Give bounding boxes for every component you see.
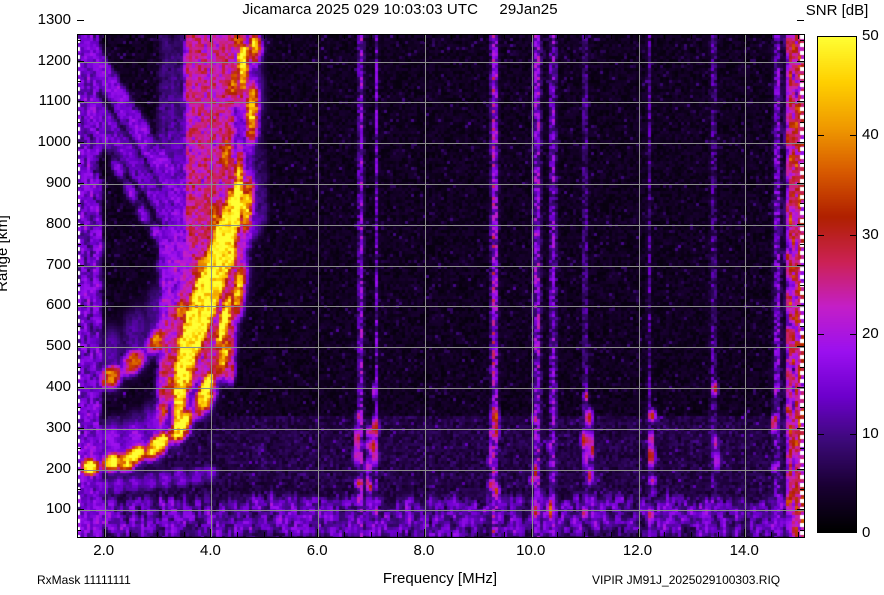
rxmask-label: RxMask 11111111 [37,573,131,587]
y-axis-tick-label: 500 [45,337,71,355]
colorbar-tick-label: 30 [862,225,879,243]
colorbar-tick-label: 10 [862,424,879,442]
ionogram-plot[interactable] [77,34,805,538]
colorbar-tick-mark [850,235,856,236]
x-axis-tick-label: 4.0 [200,542,221,559]
colorbar-tick-mark [850,334,856,335]
y-axis-tick-label: 200 [45,459,71,477]
y-axis-tick-label: 1200 [37,51,71,69]
y-axis-tick-label: 600 [45,296,71,314]
ionogram-heatmap-canvas [78,35,804,537]
x-axis-tick-label: 10.0 [516,542,546,559]
colorbar-tick-label: 40 [862,126,879,144]
colorbar [817,36,857,533]
y-axis-tick-label: 1300 [37,10,71,28]
y-axis-tick-label: 300 [45,418,71,436]
y-axis-tick-label: 900 [45,173,71,191]
colorbar-tick-mark [818,135,824,136]
x-axis-tick-label: 12.0 [622,542,653,559]
colorbar-tick-label: 0 [862,524,871,541]
source-file-label: VIPIR JM91J_2025029100303.RIQ [592,573,781,587]
x-axis-tick-label: 8.0 [413,542,435,559]
colorbar-tick-label: 50 [862,27,879,44]
page-title: Jicamarca 2025 029 10:03:03 UTC 29Jan25 [242,1,558,18]
x-axis-tick-label: 6.0 [306,542,328,559]
y-axis-tick-label: 800 [45,214,71,232]
y-axis-tick-label: 1000 [37,133,71,151]
x-axis-tick-label: 2.0 [93,542,115,559]
colorbar-tick-label: 20 [862,325,879,343]
colorbar-tick-mark [850,434,856,435]
colorbar-title: SNR [dB] [805,2,869,19]
colorbar-tick-mark [818,235,824,236]
y-axis-tick-label: 700 [45,255,71,273]
colorbar-tick-mark [818,434,824,435]
y-axis-tick-label: 100 [45,500,71,518]
y-axis-tick-label: 1100 [38,92,71,110]
colorbar-gradient [818,37,856,532]
colorbar-tick-mark [818,334,824,335]
y-axis-tick-label: 400 [45,378,71,396]
x-axis-label: Frequency [MHz] [382,570,498,587]
x-axis-tick-label: 14.0 [729,542,759,559]
colorbar-tick-mark [850,135,856,136]
